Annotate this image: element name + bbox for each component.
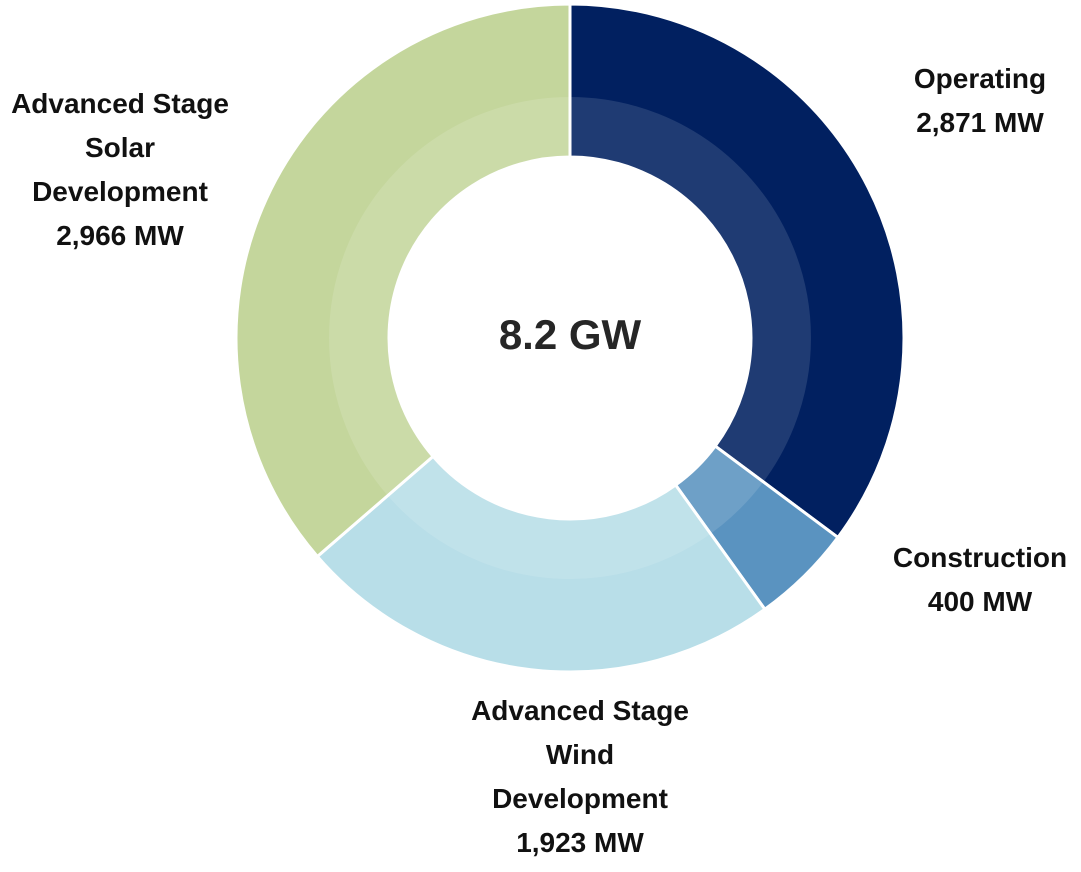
value-label: 400 MW bbox=[927, 586, 1033, 617]
category-label: Operating bbox=[913, 63, 1047, 94]
segment-label: Advanced Stage Solar Development 2,966 MW bbox=[0, 82, 240, 258]
segment-label: Operating 2,871 MW bbox=[870, 57, 1081, 145]
value-label: 2,966 MW bbox=[56, 220, 184, 251]
category-label: Advanced Stage Wind Development bbox=[471, 695, 689, 814]
donut-segment bbox=[315, 454, 767, 674]
center-label: 8.2 GW bbox=[499, 311, 642, 358]
donut-segment bbox=[568, 2, 906, 540]
value-label: 2,871 MW bbox=[916, 107, 1044, 138]
inner-ring-highlight bbox=[329, 97, 811, 579]
donut-segment bbox=[234, 2, 572, 559]
segment-label: Construction 400 MW bbox=[870, 536, 1081, 624]
category-label: Construction bbox=[892, 542, 1068, 573]
category-label: Advanced Stage Solar Development bbox=[11, 88, 229, 207]
value-label: 1,923 MW bbox=[516, 827, 644, 858]
segment-label: Advanced Stage Wind Development 1,923 MW bbox=[460, 689, 700, 865]
